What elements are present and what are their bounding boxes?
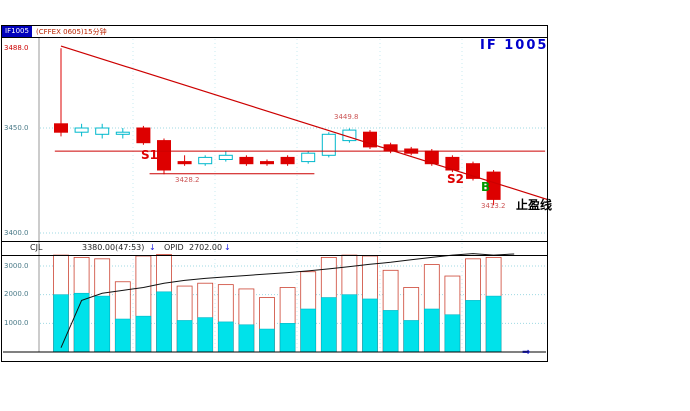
annotation-support-price: 3428.2	[175, 176, 200, 184]
down-arrow-icon: ↓	[149, 243, 156, 252]
volume-axis-tick: 3000.0	[4, 262, 29, 270]
scroll-right-arrow-icon[interactable]: ⇒	[522, 347, 531, 358]
annotation-stop-profit-label: 止盈线	[516, 198, 553, 212]
down-arrow-icon: ↓	[224, 243, 231, 252]
chart-window: IF1005 (CFFEX 0605)15分钟 IF 1005 3488.0 3…	[1, 25, 552, 362]
annotation-buy-marker: B	[481, 180, 491, 194]
opid-value: 2702.00	[189, 243, 223, 252]
contract-symbol-badge: IF1005	[2, 26, 32, 37]
price-axis-tick: 3450.0	[4, 124, 29, 132]
price-axis-tick: 3488.0	[4, 44, 29, 52]
indicator-name: CJL	[30, 243, 43, 252]
annotation-s2-marker: S2	[447, 172, 464, 186]
candlestick-volume-chart[interactable]	[2, 26, 547, 361]
window-titlebar: IF1005 (CFFEX 0605)15分钟	[2, 26, 547, 38]
volume-indicator-row: CJL 3380.00(47:53) ↓ OPID 2702.00 ↓	[2, 241, 547, 256]
annotation-peak-price: 3449.8	[334, 113, 359, 121]
volume-axis-tick: 1000.0	[4, 319, 29, 327]
annotation-s1-marker: S1	[141, 148, 158, 162]
price-axis-tick: 3400.0	[4, 229, 29, 237]
annotation-low-price: 3413.2	[481, 202, 506, 210]
opid-label: OPID	[164, 243, 184, 252]
contract-period-label: (CFFEX 0605)15分钟	[36, 28, 107, 36]
contract-watermark-title: IF 1005	[480, 38, 549, 53]
volume-reading: 3380.00(47:53)	[82, 243, 145, 252]
volume-axis-tick: 2000.0	[4, 290, 29, 298]
